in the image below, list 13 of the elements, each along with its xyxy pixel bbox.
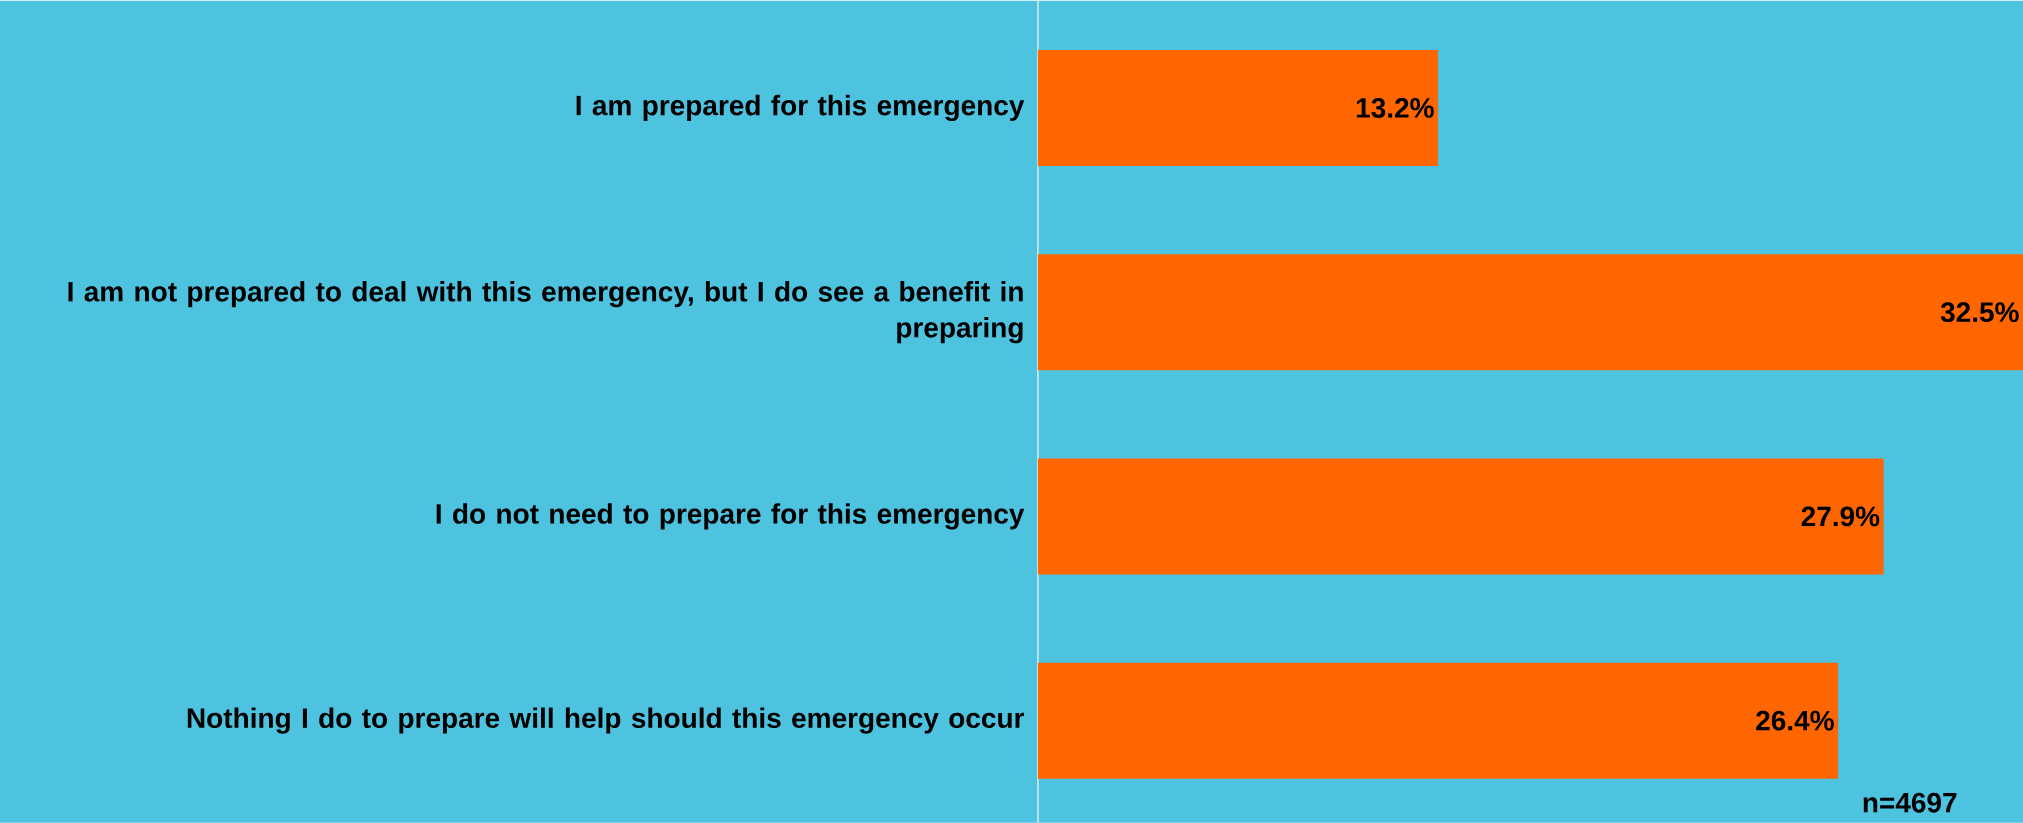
bar <box>1038 458 1884 575</box>
bar <box>1038 253 2023 370</box>
bar <box>1038 662 1839 779</box>
y-tick-label: I am not prepared to deal with this emergency, but I do see a benefit in preparing <box>68 280 1023 344</box>
data-label: 26.4% <box>1756 710 1834 731</box>
y-tick-label: Nothing I do to prepare will help should this emergency occur <box>187 707 1025 734</box>
bar <box>1038 49 1439 166</box>
y-tick-label: I am prepared for this emergency <box>576 94 1025 121</box>
data-label: 32.5% <box>1940 302 2019 322</box>
data-label: 27.9% <box>1801 506 1880 527</box>
data-label: 13.2% <box>1356 97 1434 118</box>
y-tick-label: I do not need to prepare for this emergency <box>436 503 1025 530</box>
annotation: n=4697 <box>1863 792 1957 813</box>
